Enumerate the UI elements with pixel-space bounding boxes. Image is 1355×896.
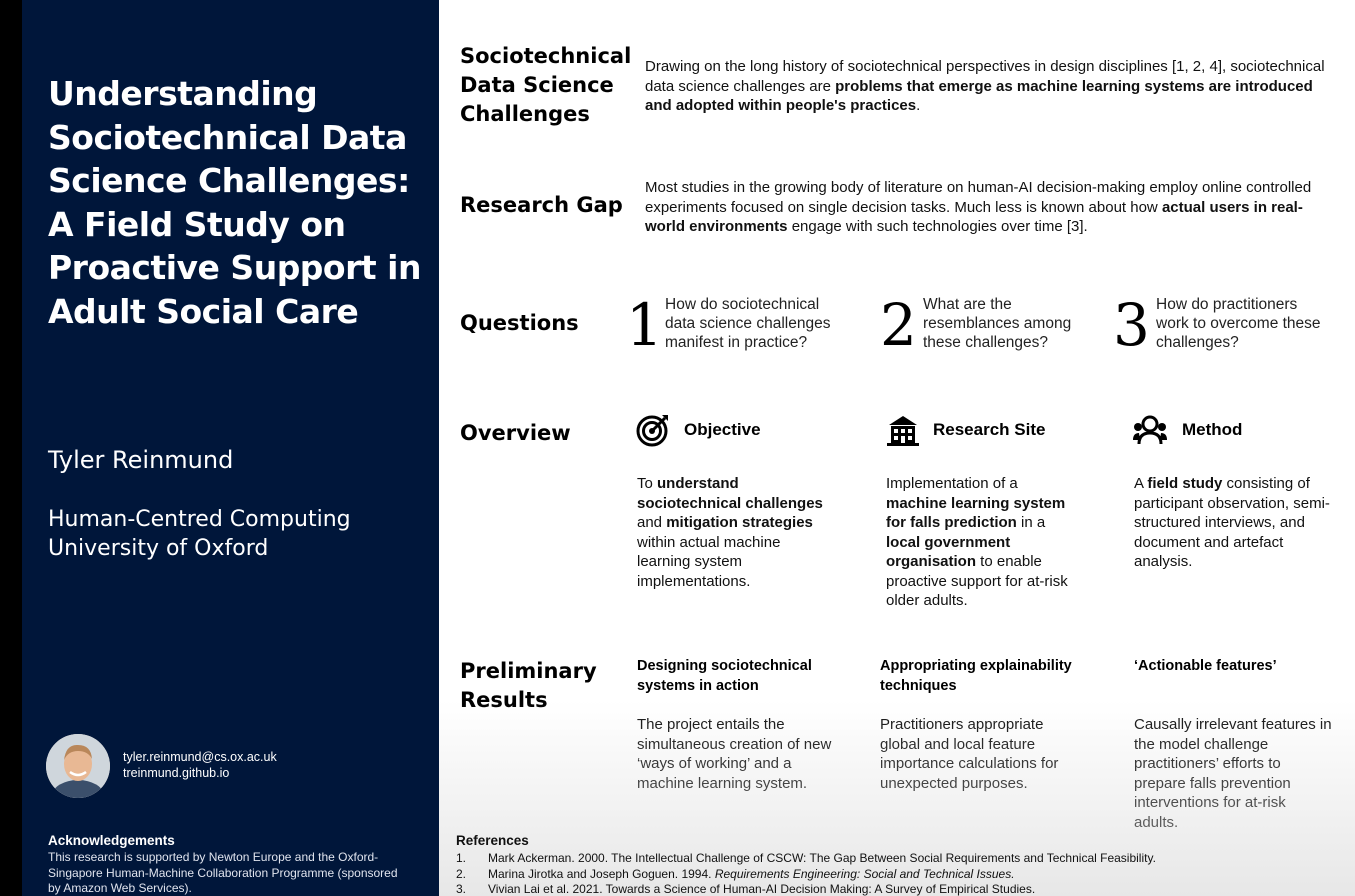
overview-heading: Overview <box>460 421 571 445</box>
reference-item: 3. Vivian Lai et al. 2021. Towards a Scie… <box>456 882 1035 896</box>
research-site-text: Implementation of a machine learning sys… <box>886 474 1071 611</box>
result-text: Practitioners appropriate global and loc… <box>880 716 1059 792</box>
text-span: To <box>637 475 658 492</box>
results-heading: Preliminary Results <box>460 657 597 715</box>
reference-text: Mark Ackerman. 2000. The Intellectual Ch… <box>488 851 1156 865</box>
reference-item: 2. Marina Jirotka and Joseph Goguen. 1994… <box>456 867 1015 883</box>
author-name: Tyler Reinmund <box>48 446 234 474</box>
question-number: 2 <box>880 291 917 359</box>
question-number: 1 <box>626 291 663 359</box>
question-line: manifest in practice? <box>665 334 808 351</box>
poster-title: Understanding Sociotechnical Data Scienc… <box>48 72 428 333</box>
question-text: How do practitioners work to overcome th… <box>1156 295 1321 352</box>
text-bold: local government organisation <box>886 533 1011 571</box>
text-bold: understand sociotechnical challenges <box>637 475 823 512</box>
text-span: consisting of participant observation, s… <box>1134 475 1330 570</box>
challenges-heading: Sociotechnical Data Science Challenges <box>460 42 631 129</box>
ack-line: This research is supported by Newton Eur… <box>48 850 379 864</box>
text-span: Most studies in the growing body of lite… <box>645 179 1312 216</box>
reference-text: Marina Jirotka and Joseph Goguen. 1994. <box>488 867 715 881</box>
question-text: What are the resemblances among these ch… <box>923 295 1071 352</box>
affiliation-line: Human-Centred Computing <box>48 507 351 532</box>
building-icon <box>887 416 919 446</box>
acknowledgements-text: This research is supported by Newton Eur… <box>48 850 420 896</box>
question-line: How do sociotechnical <box>665 296 820 313</box>
text-span: A <box>1134 475 1148 492</box>
affiliation-line: University of Oxford <box>48 536 269 561</box>
target-icon <box>636 415 668 447</box>
objective-text: To understand sociotechnical challenges … <box>637 474 832 591</box>
reference-text: Vivian Lai et al. 2021. Towards a Scienc… <box>488 882 1036 896</box>
research-gap-text: Most studies in the growing body of lite… <box>645 178 1325 237</box>
text-bold: field study <box>1147 475 1223 492</box>
research-site-title: Research Site <box>933 420 1046 439</box>
result-title: ‘Actionable features’ <box>1134 658 1277 674</box>
acknowledgements-heading: Acknowledgements <box>48 833 175 848</box>
text-span: . <box>916 97 921 114</box>
sidebar-panel: Understanding Sociotechnical Data Scienc… <box>22 0 439 896</box>
email-link[interactable]: tyler.reinmund@cs.ox.ac.uk <box>123 750 277 764</box>
title-line: Science Challenges: <box>48 161 410 200</box>
question-line: What are the <box>923 296 1012 313</box>
title-line: Proactive Support in <box>48 248 421 287</box>
left-edge <box>0 0 22 896</box>
questions-heading: Questions <box>460 311 579 335</box>
heading-line: Challenges <box>460 102 590 126</box>
heading-line: Data Science <box>460 73 614 97</box>
text-span: Drawing on the long history of sociotech… <box>645 58 1325 95</box>
heading-line: Results <box>460 688 548 712</box>
question-line: How do practitioners <box>1156 296 1298 313</box>
avatar <box>46 734 110 798</box>
text-span: to enable proactive support for at-risk … <box>886 553 1068 609</box>
title-line: Understanding <box>48 74 318 113</box>
question-text: How do sociotechnical data science chall… <box>665 295 830 352</box>
affiliation: Human-Centred Computing University of Ox… <box>48 505 351 563</box>
question-line: work to overcome these <box>1156 315 1321 332</box>
avatar-portrait <box>46 734 110 798</box>
research-gap-heading: Research Gap <box>460 193 623 217</box>
objective-title: Objective <box>684 420 761 439</box>
question-line: data science challenges <box>665 315 831 332</box>
question-line: resemblances among <box>923 315 1072 332</box>
heading-line: Preliminary <box>460 659 597 683</box>
result-text: The project entails the simultaneous cre… <box>637 716 832 792</box>
text-span: engage with such technologies over time … <box>787 218 1088 235</box>
title-line: A Field Study on <box>48 204 346 244</box>
text-bold: problems that emerge as machine learning… <box>645 77 1313 115</box>
heading-line: Sociotechnical <box>460 44 632 68</box>
ack-line: Singapore Human-Machine Collaboration Pr… <box>48 865 398 880</box>
text-span: Implementation of a <box>886 475 1018 492</box>
reference-number: 2. <box>456 867 467 881</box>
group-icon <box>1133 415 1167 445</box>
challenges-text: Drawing on the long history of sociotech… <box>645 57 1325 116</box>
ack-line: by Amazon Web Services). <box>48 881 192 895</box>
method-title: Method <box>1182 420 1243 439</box>
result-title: Designing sociotechnical systems in acti… <box>637 658 812 694</box>
result-text: Causally irrelevant features in the mode… <box>1134 716 1332 831</box>
text-bold: actual users in real-world environments <box>645 198 1303 236</box>
title-line: Adult Social Care <box>48 291 359 331</box>
text-bold: machine learning system for falls predic… <box>886 494 1066 532</box>
contact-info: tyler.reinmund@cs.ox.ac.uk treinmund.git… <box>123 749 277 781</box>
reference-title: Requirements Engineering: Social and Tec… <box>714 867 1015 881</box>
text-span: and <box>637 514 667 531</box>
question-line: challenges? <box>1156 334 1239 351</box>
method-text: A field study consisting of participant … <box>1134 474 1334 572</box>
website-link[interactable]: treinmund.github.io <box>123 766 230 780</box>
reference-number: 3. <box>456 882 467 896</box>
question-line: these challenges? <box>923 334 1048 351</box>
reference-number: 1. <box>456 851 467 865</box>
text-bold: mitigation strategies <box>666 514 813 531</box>
references-heading: References <box>456 833 529 848</box>
reference-item: 1. Mark Ackerman. 2000. The Intellectual … <box>456 851 1156 867</box>
text-span: within actual machine learning system im… <box>637 533 781 590</box>
text-span: in a <box>1016 514 1046 531</box>
question-number: 3 <box>1113 291 1150 359</box>
title-line: Sociotechnical Data <box>48 117 407 157</box>
result-title: Appropriating explainability techniques <box>880 658 1072 694</box>
